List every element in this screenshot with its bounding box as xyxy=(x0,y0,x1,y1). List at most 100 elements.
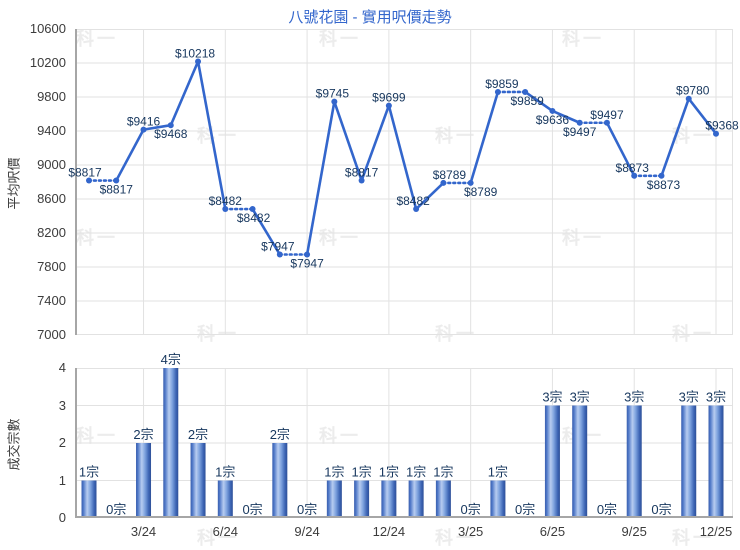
price-line-segment xyxy=(169,60,200,126)
price-point-label: $7947 xyxy=(290,257,324,271)
volume-bar xyxy=(217,480,233,518)
price-y-tick-label: 7400 xyxy=(37,293,66,308)
price-line-segment xyxy=(660,98,690,177)
price-point-marker xyxy=(222,206,229,213)
price-line-segment xyxy=(524,90,554,113)
volume-bar-label: 0宗 xyxy=(651,502,671,517)
price-line-segment xyxy=(333,101,363,181)
volume-bar xyxy=(272,443,288,518)
price-y-tick-label: 9000 xyxy=(37,157,66,172)
price-line-plot: $8817 $8817 $9416$9468 $10218 $8482 $8482 $794… xyxy=(68,29,739,335)
price-line-segment xyxy=(469,91,500,184)
price-point-marker xyxy=(440,179,447,186)
price-line-segment xyxy=(251,208,281,256)
volume-y-tick-label: 2 xyxy=(58,435,66,450)
watermark-text: 科一 xyxy=(319,29,361,49)
volume-bar-label: 3宗 xyxy=(542,390,562,405)
volume-bar-label: 2宗 xyxy=(133,427,153,442)
price-point-label: $7947 xyxy=(261,240,295,254)
price-y-tick-label: 9400 xyxy=(37,123,66,138)
volume-bar-label: 3宗 xyxy=(570,390,590,405)
price-y-tick-label: 10200 xyxy=(29,55,66,70)
price-point-marker xyxy=(304,251,311,258)
month-tick-label: 3/25 xyxy=(457,524,484,539)
price-y-tick-label: 10600 xyxy=(29,21,66,36)
price-point-label: $8482 xyxy=(237,211,271,225)
volume-bar-label: 0宗 xyxy=(297,502,317,517)
month-tick-label: 9/25 xyxy=(621,524,647,539)
month-tick-label: 3/24 xyxy=(130,524,157,539)
price-point-label: $8789 xyxy=(433,168,467,182)
price-point-marker xyxy=(685,95,692,102)
month-tick-label: 6/25 xyxy=(539,524,566,539)
price-point-marker xyxy=(467,179,474,186)
price-point-marker xyxy=(713,130,719,137)
volume-bar xyxy=(354,480,370,518)
watermark-text: 科一 xyxy=(562,29,604,49)
volume-bar-label: 3宗 xyxy=(706,390,726,405)
price-y-tick-label: 9800 xyxy=(37,89,66,104)
price-point-label: $8817 xyxy=(68,166,102,180)
price-line-segment xyxy=(115,129,145,182)
volume-bar-label: 1宗 xyxy=(215,465,235,480)
price-line-segment xyxy=(687,97,718,135)
month-tick-label: 9/24 xyxy=(294,524,320,539)
price-point-marker xyxy=(276,251,283,258)
volume-bar-label: 2宗 xyxy=(188,427,208,442)
price-point-marker xyxy=(494,88,501,95)
watermark-text: 科一 xyxy=(76,426,118,446)
volume-bar-label: 0宗 xyxy=(242,502,262,517)
price-line-segment xyxy=(605,122,636,177)
watermark-text: 科一 xyxy=(76,29,118,49)
volume-bar-label: 2宗 xyxy=(270,427,290,442)
volume-bar xyxy=(326,480,342,518)
month-tick-label: 12/25 xyxy=(699,524,733,539)
price-y-tick-label: 7800 xyxy=(37,259,66,274)
price-point-marker xyxy=(331,98,338,105)
watermark-text: 科一 xyxy=(319,426,361,446)
price-point-marker xyxy=(113,177,120,184)
volume-bar-label: 1宗 xyxy=(379,465,399,480)
price-point-label: $9745 xyxy=(316,87,350,101)
volume-bar xyxy=(626,405,642,518)
volume-bar-label: 1宗 xyxy=(488,465,508,480)
month-tick-label: 12/24 xyxy=(372,524,406,539)
volume-bar-label: 0宗 xyxy=(515,502,535,517)
price-line-segment xyxy=(305,101,336,255)
watermark-text: 科一 xyxy=(435,528,477,548)
volume-bar xyxy=(136,443,152,518)
watermark-text: 科一 xyxy=(672,528,714,548)
price-point-marker xyxy=(195,58,202,65)
price-line-segment xyxy=(551,109,581,124)
price-point-marker xyxy=(140,126,147,133)
month-tick-label: 6/24 xyxy=(212,524,238,539)
price-line-segment xyxy=(415,181,445,210)
volume-y-tick-label: 3 xyxy=(58,397,66,413)
price-point-label: $8482 xyxy=(396,194,430,208)
volume-y-tick-label: 1 xyxy=(58,472,66,488)
volume-bar-label: 3宗 xyxy=(624,390,644,405)
price-point-marker xyxy=(249,206,256,213)
volume-bar-label: 0宗 xyxy=(106,502,126,517)
price-line-segment xyxy=(196,61,227,210)
chart-title: 八號花園 - 實用呎價走勢 xyxy=(288,9,452,26)
price-y-tick-label: 8600 xyxy=(37,191,66,206)
price-point-label: $9468 xyxy=(154,127,188,141)
volume-bar-label: 1宗 xyxy=(406,465,426,480)
price-point-marker xyxy=(522,88,529,95)
price-point-marker xyxy=(549,107,556,114)
volume-bar xyxy=(163,368,179,518)
price-point-label: $8789 xyxy=(464,185,498,199)
volume-bar xyxy=(190,443,206,518)
volume-bar-label: 1宗 xyxy=(433,465,453,480)
price-point-label: $8817 xyxy=(100,183,134,197)
watermark-text: 科一 xyxy=(197,528,239,548)
price-line-segment xyxy=(143,123,171,131)
price-point-marker xyxy=(86,177,92,184)
price-y-tick-label: 7000 xyxy=(37,327,66,342)
price-line-segment xyxy=(360,105,391,181)
volume-bar xyxy=(408,480,424,518)
volume-y-tick-label: 0 xyxy=(58,510,66,525)
volume-bar-plot: 1宗 0宗 2宗 4宗 2宗 1宗 0宗 2宗 0宗 1宗 1宗 1宗 1宗 1宗 0宗 1宗 0宗 3宗 3宗 0宗… xyxy=(75,352,733,518)
